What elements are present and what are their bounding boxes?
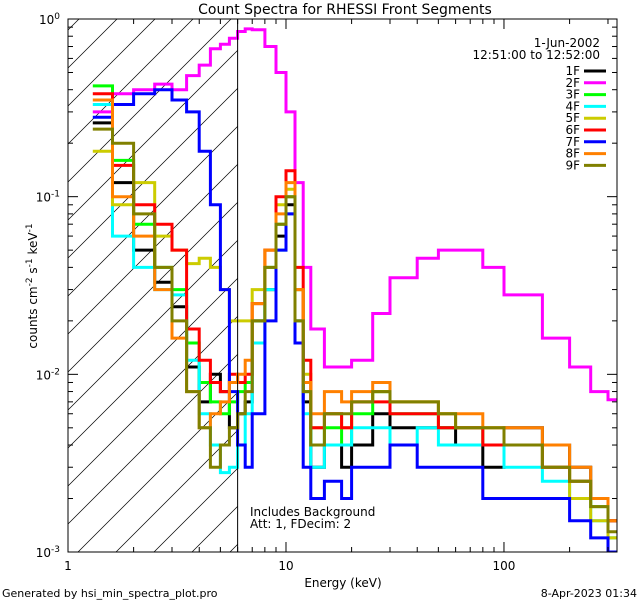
hatch-line <box>68 19 308 259</box>
y-tick-base: 10 <box>36 546 51 560</box>
time-range: 12:51:00 to 12:52:00 <box>473 48 600 62</box>
legend-label: 7F <box>565 135 580 149</box>
observation-date: 1-Jun-2002 <box>534 36 600 50</box>
legend-label: 8F <box>565 147 580 161</box>
non-fitted-region-hatching <box>68 19 617 552</box>
annotation-background: Includes Background <box>250 505 375 519</box>
y-axis-label-exponent: -1 <box>25 223 35 232</box>
y-tick-exponent: -2 <box>51 367 60 377</box>
legend-label: 9F <box>565 158 580 172</box>
annotation-attenuator: Att: 1, FDecim: 2 <box>250 517 351 531</box>
plot-frame <box>67 18 618 553</box>
legend-label: 2F <box>565 76 580 90</box>
y-axis-label-exponent: -1 <box>25 258 35 267</box>
y-axis-label-exponent: -2 <box>25 277 35 286</box>
footer-timestamp: 8-Apr-2023 01:34 <box>541 587 637 600</box>
series-layer <box>92 27 617 552</box>
hatch-line <box>68 19 80 31</box>
series-9f <box>92 127 617 534</box>
y-tick-exponent: -1 <box>51 190 60 200</box>
hatch-line <box>68 19 194 145</box>
hatch-line <box>68 19 270 221</box>
y-tick-label: 100 <box>39 12 60 27</box>
x-tick-label: 1 <box>64 559 72 573</box>
y-axis-label-part: keV <box>26 232 40 259</box>
legend-label: 4F <box>565 99 580 113</box>
hatch-line <box>68 19 156 107</box>
chart-title: Count Spectra for RHESSI Front Segments <box>198 2 492 18</box>
legend-label: 6F <box>565 123 580 137</box>
x-tick-label: 100 <box>493 559 516 573</box>
y-axis-label: counts cm-2 s-1 keV-1 <box>25 223 40 348</box>
y-tick-label: 10-3 <box>36 545 60 560</box>
legend-label: 5F <box>565 111 580 125</box>
y-tick-base: 10 <box>36 191 51 205</box>
hatch-mask <box>237 19 617 552</box>
legend-label: 3F <box>565 88 580 102</box>
y-axis-label-part: s <box>26 267 40 277</box>
y-tick-exponent: -3 <box>51 545 60 555</box>
y-tick-label: 10-1 <box>36 190 60 205</box>
x-tick-label: 10 <box>278 559 293 573</box>
y-axis-label-part: counts cm <box>26 286 40 348</box>
series-2f <box>92 27 617 402</box>
series-6f <box>92 92 617 523</box>
y-tick-base: 10 <box>39 13 54 27</box>
y-tick-label: 10-2 <box>36 367 60 382</box>
footer-generated-by: Generated by hsi_min_spectra_plot.pro <box>2 587 218 600</box>
y-tick-exponent: 0 <box>54 12 60 22</box>
hatch-line <box>68 19 232 183</box>
x-axis-label: Energy (keV) <box>304 576 381 590</box>
y-tick-base: 10 <box>36 368 51 382</box>
legend-label: 1F <box>565 64 580 78</box>
